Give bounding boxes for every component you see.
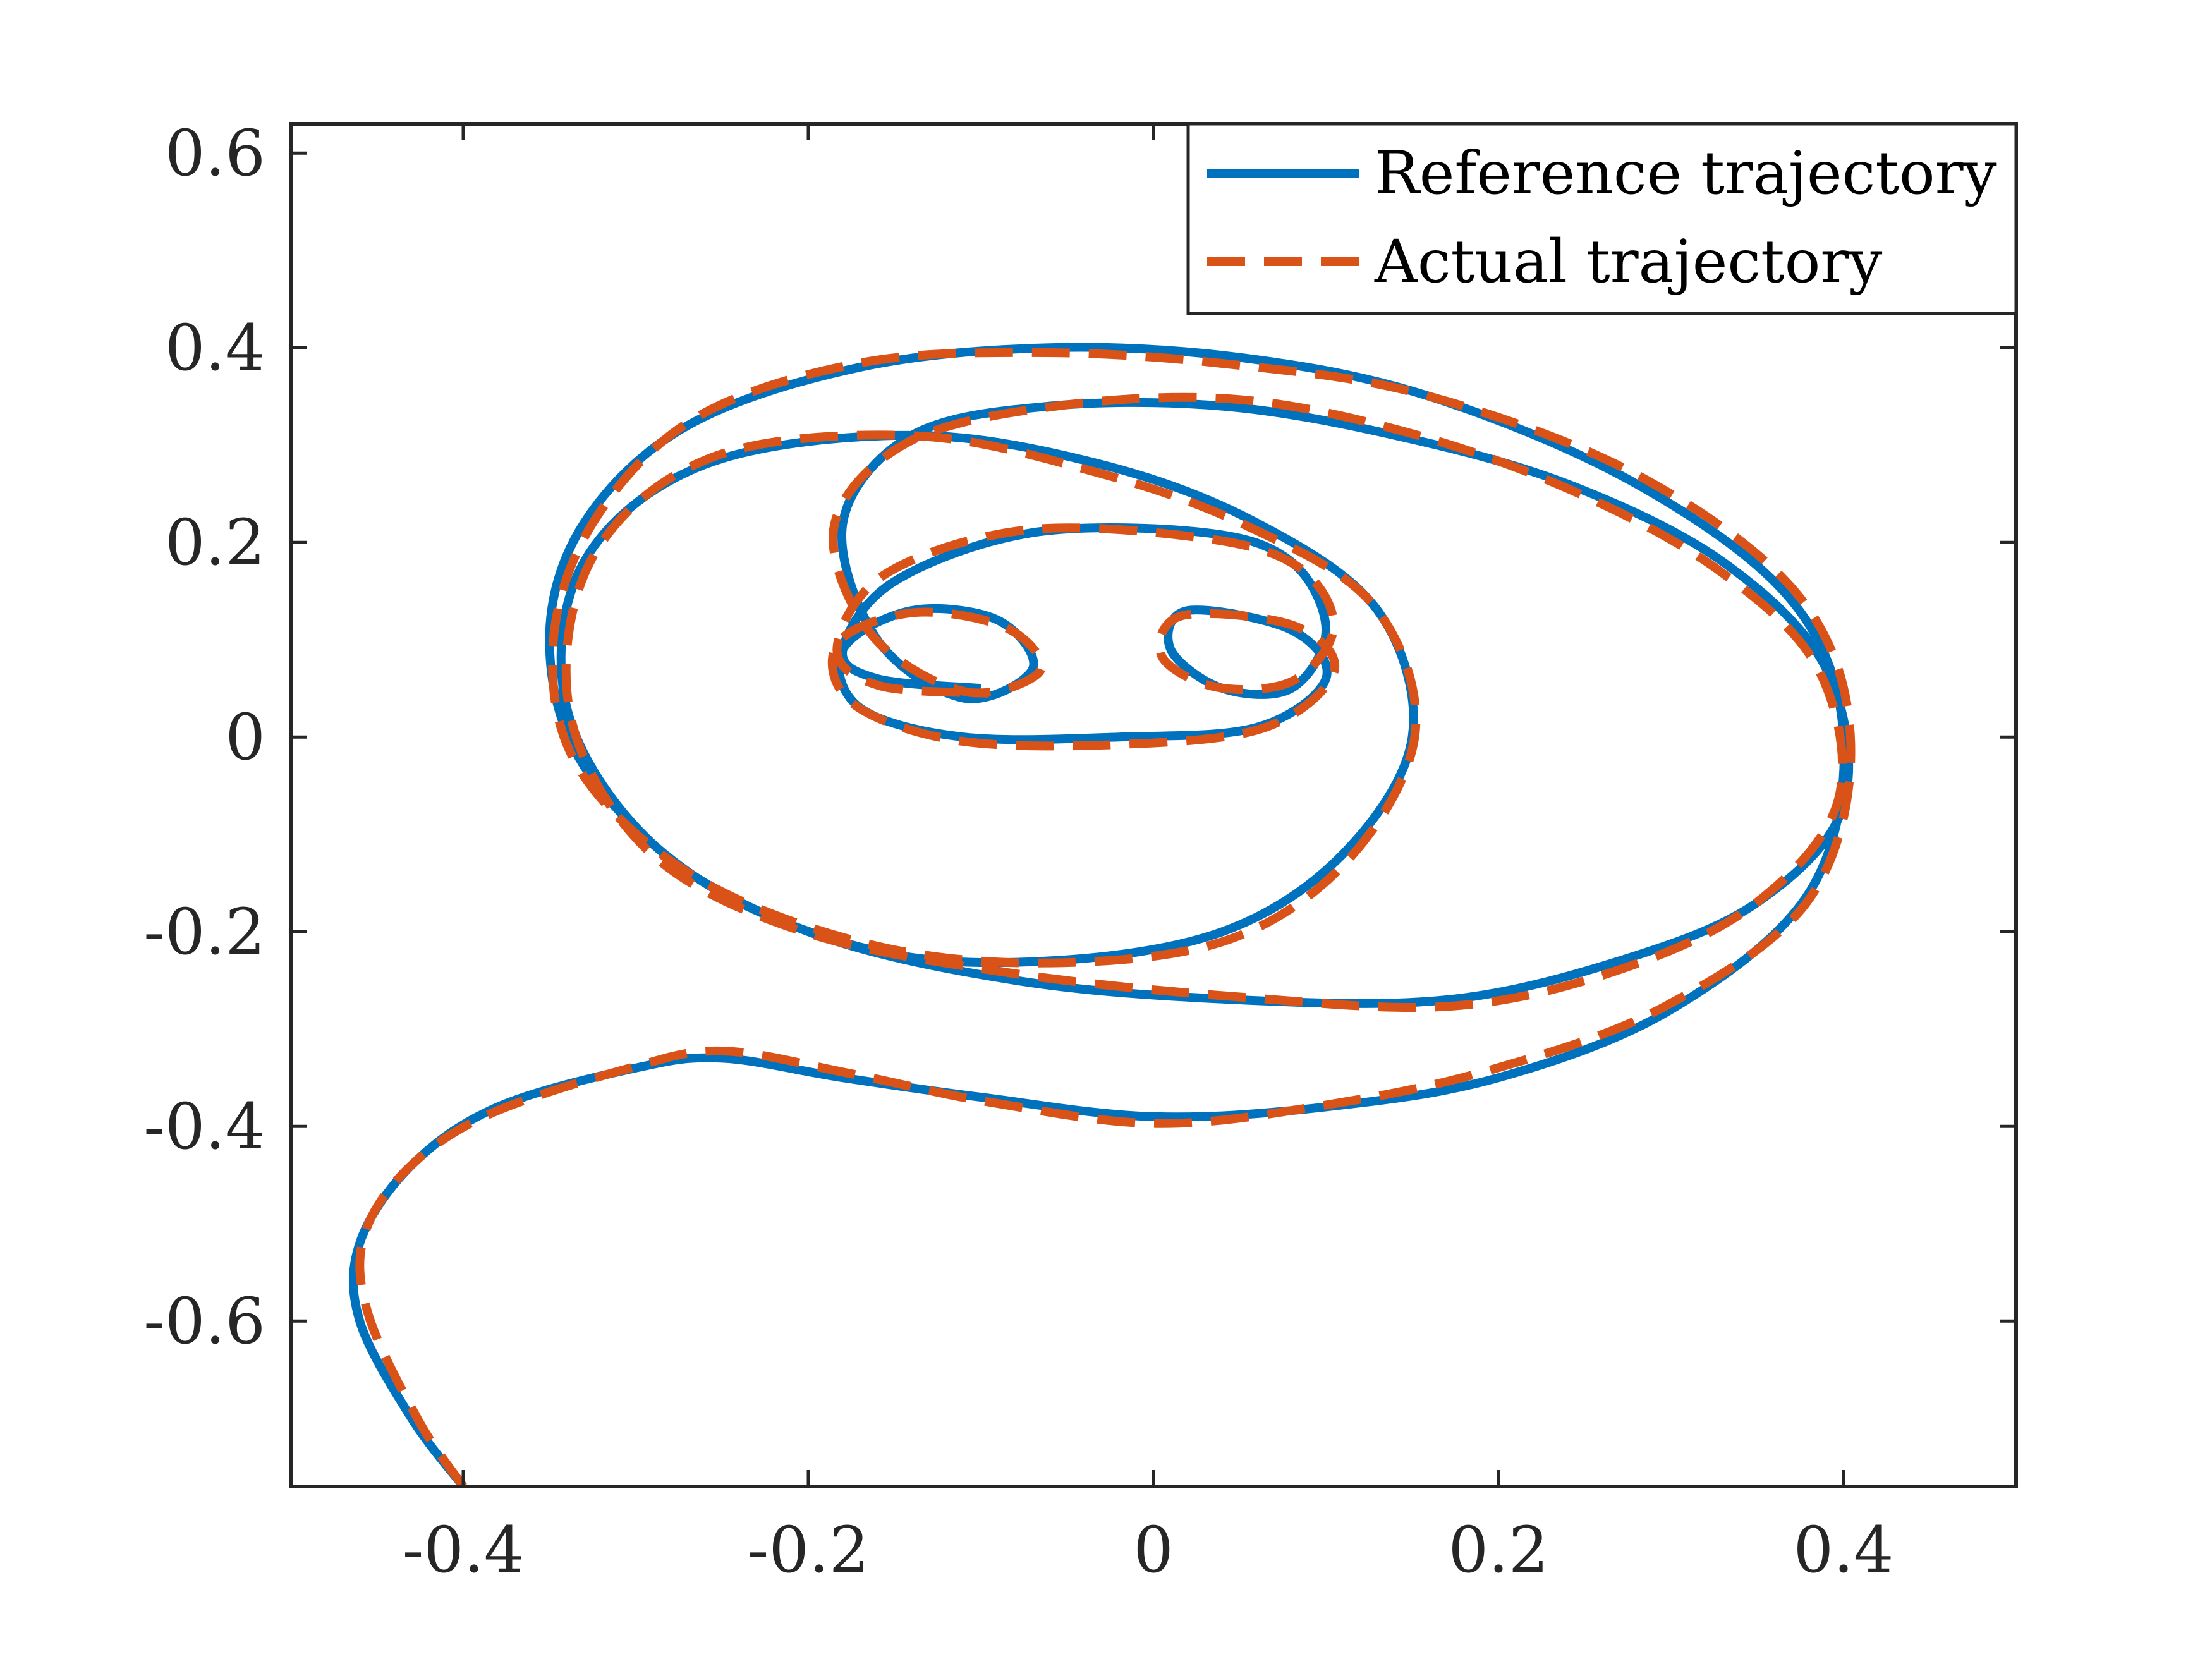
series-layer — [348, 343, 1856, 1486]
y-tick-label: -0.4 — [143, 1090, 265, 1164]
ticks-layer: -0.4 -0.2 0 0.2 0.4 0.6 0.4 0.2 0 -0.2 -0.4 -0.6 — [143, 116, 2016, 1587]
legend-actual-label: Actual trajectory — [1374, 228, 1882, 296]
x-tick-label: 0.2 — [1448, 1513, 1548, 1587]
y-tick-label: 0.4 — [165, 311, 265, 385]
x-tick-label: -0.2 — [748, 1513, 870, 1587]
y-tick-label: 0 — [225, 700, 265, 774]
legend-box — [1186, 122, 2018, 315]
y-tick-label: -0.2 — [143, 895, 265, 969]
y-tick-label: -0.6 — [143, 1284, 265, 1358]
legend: Reference trajectory Actual trajectory — [1186, 122, 2018, 315]
legend-reference-label: Reference trajectory — [1375, 139, 1997, 208]
x-tick-label: 0 — [1133, 1513, 1174, 1587]
actual-trajectory-line — [355, 348, 1856, 1486]
x-tick-label: -0.4 — [403, 1513, 525, 1587]
x-tick-label: 0.4 — [1793, 1513, 1893, 1587]
y-tick-label: 0.2 — [165, 506, 265, 580]
y-tick-label: 0.6 — [165, 116, 265, 190]
